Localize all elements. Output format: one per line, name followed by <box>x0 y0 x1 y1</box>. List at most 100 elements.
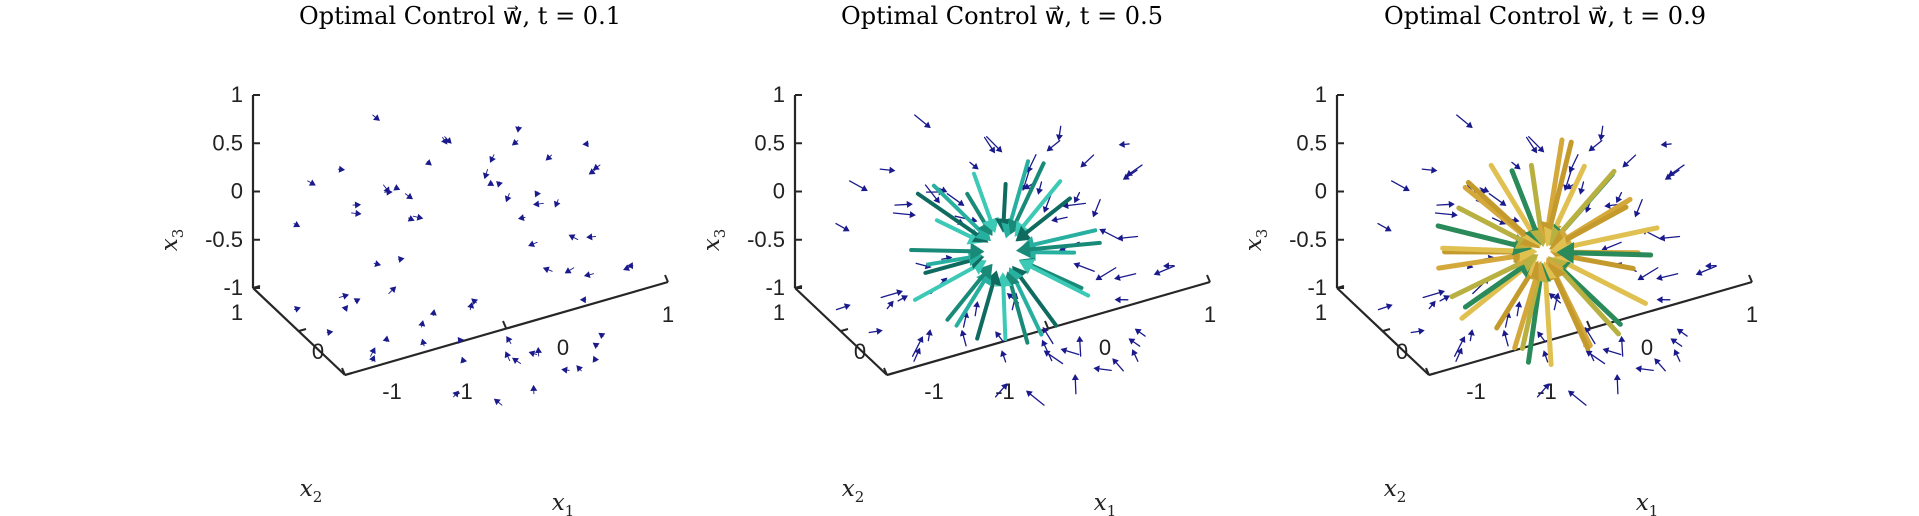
field-arrow <box>393 184 401 191</box>
field-arrow-shaft <box>1422 292 1440 299</box>
field-arrow <box>487 179 495 186</box>
field-arrow-shaft <box>1571 154 1579 169</box>
field-arrow-head <box>586 233 593 241</box>
field-arrow <box>925 329 933 342</box>
field-arrow <box>326 329 334 336</box>
field-arrow <box>1660 140 1672 148</box>
field-arrow-shaft <box>892 212 911 216</box>
field-arrow-shaft <box>962 334 967 347</box>
field-arrow <box>1537 331 1546 343</box>
field-arrow-head <box>511 138 519 146</box>
field-arrow-head <box>923 121 931 129</box>
field-arrow-head <box>1451 211 1458 219</box>
y-tick-label: 0 <box>312 339 324 364</box>
field-arrow <box>1588 139 1603 152</box>
field-arrow-head <box>1080 160 1088 168</box>
control-arrow-shaft <box>1027 240 1102 252</box>
field-arrow-head <box>452 390 459 398</box>
field-arrow-shaft <box>1664 235 1681 239</box>
field-arrow <box>969 161 979 170</box>
field-arrow-head <box>1118 140 1125 148</box>
field-arrow-head <box>382 335 390 342</box>
field-arrow <box>1670 338 1683 347</box>
field-arrow-head <box>1553 292 1561 300</box>
control-arrow-shaft <box>1560 267 1623 327</box>
field-arrow-shaft <box>1002 355 1007 363</box>
field-arrow <box>1076 335 1084 357</box>
field-arrow <box>879 166 896 174</box>
field-arrow-head <box>1501 329 1509 337</box>
y-tick-mark <box>252 285 261 289</box>
field-arrow-shaft <box>593 169 596 172</box>
field-arrow-head <box>901 295 908 302</box>
control-arrow-shaft <box>1018 275 1059 328</box>
field-arrow <box>880 289 903 299</box>
field-arrow-head <box>418 320 426 327</box>
field-arrow <box>586 233 596 241</box>
field-arrow-head <box>416 213 424 221</box>
field-arrow-head <box>1637 274 1645 281</box>
field-arrow <box>994 383 1008 398</box>
field-arrow-head <box>1673 349 1680 357</box>
field-arrow-head <box>896 289 903 297</box>
control-arrow-shaft <box>975 281 995 341</box>
z-axis-label-base: x <box>157 238 183 251</box>
field-arrow <box>1060 347 1080 356</box>
control-arrow-shaft <box>1024 196 1072 235</box>
field-arrow <box>338 292 349 300</box>
field-arrow-shaft <box>1589 353 1606 365</box>
field-arrow <box>946 193 965 206</box>
control-arrow-shaft <box>1456 205 1522 242</box>
control-arrow-shaft <box>1009 282 1030 345</box>
control-arrow-shaft <box>934 218 973 239</box>
y-tick-label: 1 <box>1315 300 1327 325</box>
field-arrow-shaft <box>1058 125 1062 136</box>
field-arrow-shaft <box>1616 379 1619 395</box>
control-arrow-shaft <box>1031 228 1098 247</box>
field-arrow <box>1118 140 1130 148</box>
field-arrow-head <box>1515 301 1523 308</box>
field-arrow <box>588 168 596 175</box>
x-axis-line <box>344 280 669 377</box>
control-arrow-shaft <box>909 248 973 254</box>
field-arrow-head <box>424 159 432 166</box>
field-arrow <box>592 355 600 363</box>
control-arrow-shaft <box>1014 161 1046 224</box>
field-arrow-shaft <box>1122 235 1139 239</box>
field-arrow <box>528 350 538 358</box>
field-arrow-shaft <box>1115 362 1124 372</box>
control-arrow-shaft <box>1566 254 1636 272</box>
field-arrow <box>1041 339 1053 362</box>
control-arrow-shaft <box>1525 277 1543 365</box>
field-arrow <box>1585 350 1606 365</box>
field-arrow-head <box>1071 374 1079 381</box>
field-arrow <box>1421 166 1438 174</box>
x-axis-label-base: x <box>1094 490 1107 516</box>
y-tick-label: 1 <box>231 300 243 325</box>
field-arrow-shaft <box>453 394 456 398</box>
field-arrow <box>504 193 512 203</box>
field-arrow <box>913 347 921 362</box>
field-arrow-head <box>1112 358 1119 366</box>
field-arrow-shaft <box>307 180 312 183</box>
control-arrow-head <box>1015 225 1032 242</box>
field-arrow <box>1093 365 1112 373</box>
field-arrow <box>553 199 561 208</box>
control-arrow-shaft <box>972 171 993 222</box>
field-arrow-head <box>487 179 495 186</box>
field-arrow-shaft <box>1079 341 1082 357</box>
field-arrow-head <box>406 192 414 200</box>
field-arrow <box>369 355 376 363</box>
field-arrow <box>1536 383 1550 398</box>
field-arrow-head <box>1615 196 1623 204</box>
field-arrow <box>1046 139 1061 152</box>
field-arrow-head <box>1041 339 1048 347</box>
field-arrow-shaft <box>849 180 864 189</box>
x-tick-mark <box>502 320 507 329</box>
field-arrow-shaft <box>573 237 579 240</box>
field-arrow-shaft <box>597 164 601 168</box>
z-axis-label-sub: 3 <box>711 229 729 239</box>
field-arrow-head <box>1114 274 1121 281</box>
control-arrow-shaft <box>965 191 988 226</box>
field-arrow-shaft <box>412 215 418 218</box>
